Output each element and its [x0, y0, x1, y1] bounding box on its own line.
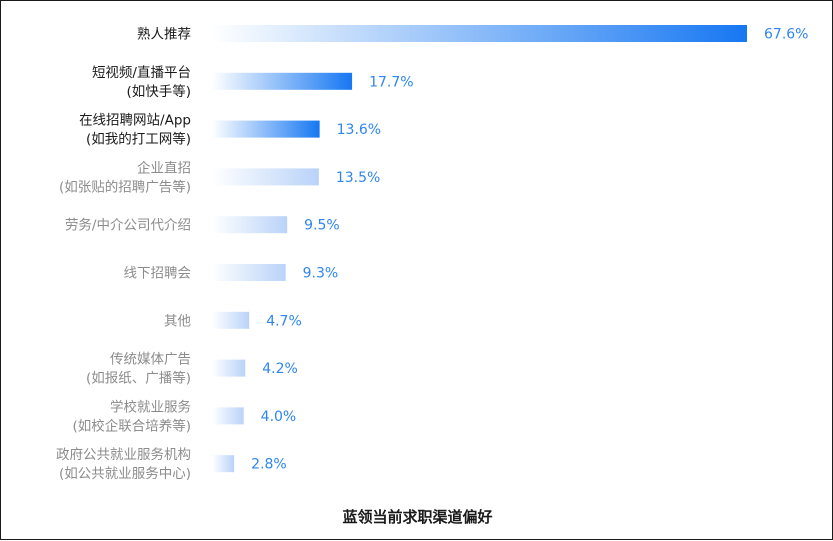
value-label-1: 17.7%: [369, 74, 413, 90]
category-label-1-1: (如快手等): [126, 83, 191, 100]
bar-0: [212, 25, 747, 42]
category-label-8-0: 学校就业服务: [110, 398, 191, 415]
category-label-3-1: (如张贴的招聘广告等): [59, 178, 191, 195]
bar-7: [212, 359, 246, 377]
category-label-9-1: (如公共就业服务中心): [59, 466, 191, 482]
category-label-6-0: 其他: [164, 313, 191, 329]
value-label-0: 67.6%: [764, 27, 808, 43]
category-label-5-0: 线下招聘会: [124, 266, 192, 282]
category-label-9-0: 政府公共就业服务机构: [56, 447, 191, 463]
category-label-8-1: (如校企联合培养等): [72, 417, 191, 434]
bar-2: [212, 120, 320, 138]
value-label-8: 4.0%: [261, 409, 297, 425]
value-label-6: 4.7%: [266, 313, 302, 329]
category-label-4-0: 劳务/中介公司代介绍: [65, 218, 191, 234]
value-label-5: 9.3%: [303, 266, 339, 282]
category-label-7-0: 传统媒体广告: [110, 352, 191, 368]
value-label-2: 13.6%: [337, 122, 381, 138]
bar-3: [212, 168, 319, 186]
bar-8: [212, 407, 244, 425]
bar-9: [212, 455, 235, 473]
bar-1: [212, 72, 353, 90]
bar-6: [212, 311, 250, 329]
value-label-7: 4.2%: [262, 361, 298, 377]
chart-title: 蓝领当前求职渠道偏好: [342, 508, 493, 526]
category-label-0-0: 熟人推荐: [137, 27, 191, 43]
category-label-2-1: (如我的打工网等): [86, 131, 191, 148]
category-label-2-0: 在线招聘网站/App: [79, 113, 191, 129]
value-label-4: 9.5%: [304, 218, 340, 234]
category-label-7-1: (如报纸、广播等): [86, 370, 191, 387]
category-label-3-0: 企业直招: [137, 159, 191, 176]
bar-4: [212, 216, 288, 234]
bar-5: [212, 264, 286, 281]
value-label-3: 13.5%: [336, 170, 380, 186]
category-label-1-0: 短视频/直播平台: [92, 65, 191, 81]
value-label-9: 2.8%: [251, 457, 287, 473]
